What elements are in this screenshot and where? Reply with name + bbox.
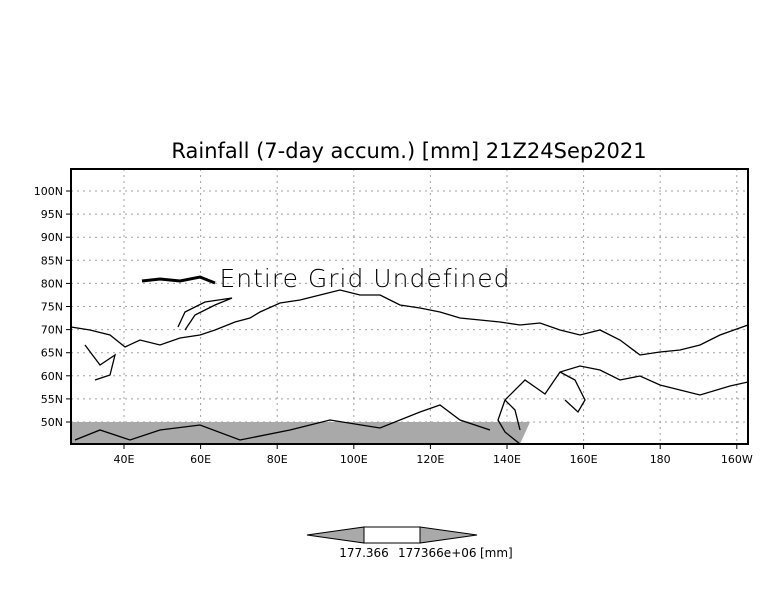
coastlines bbox=[70, 275, 749, 445]
colorbar-units: [mm] bbox=[480, 546, 513, 560]
colorbar-left-triangle bbox=[306, 526, 365, 544]
y-tick-label: 50N bbox=[41, 416, 63, 429]
x-tick-label: 160E bbox=[570, 453, 598, 466]
undefined-band bbox=[71, 422, 506, 444]
sakhalin bbox=[504, 399, 521, 431]
colorbar-box bbox=[363, 526, 421, 544]
y-tick-label: 55N bbox=[41, 393, 63, 406]
novaya-zemlya bbox=[177, 297, 233, 331]
y-tick-label: 70N bbox=[41, 324, 63, 337]
pacific-coast bbox=[497, 365, 749, 445]
y-tick-label: 95N bbox=[41, 208, 63, 221]
colorbar-label-left: 177.366 bbox=[339, 546, 389, 560]
undefined-band-edge bbox=[506, 422, 530, 444]
coast-south bbox=[74, 404, 491, 441]
x-tick-label: 120E bbox=[416, 453, 444, 466]
y-tick-label: 75N bbox=[41, 301, 63, 314]
colorbar-right-triangle bbox=[419, 526, 478, 544]
y-tick-label: 80N bbox=[41, 277, 63, 290]
x-tick-label: 80E bbox=[267, 453, 288, 466]
map-title: Rainfall (7-day accum.) [mm] 21Z24Sep202… bbox=[171, 139, 646, 163]
y-tick-label: 100N bbox=[34, 185, 63, 198]
y-tick-label: 85N bbox=[41, 254, 63, 267]
svalbard bbox=[141, 275, 216, 285]
colorbar-label-overlap: 177366e+06 bbox=[398, 546, 477, 560]
y-tick-label: 90N bbox=[41, 231, 63, 244]
y-axis: 100N 95N 90N 85N 80N 75N 70N 65N 60N 55N 50N bbox=[34, 185, 71, 429]
x-tick-label: 40E bbox=[114, 453, 135, 466]
x-tick-label: 160W bbox=[721, 453, 753, 466]
x-tick-label: 60E bbox=[190, 453, 211, 466]
x-tick-label: 100E bbox=[340, 453, 368, 466]
kamchatka bbox=[559, 371, 586, 414]
y-tick-label: 60N bbox=[41, 370, 63, 383]
undefined-message: Entire Grid Undefined bbox=[219, 264, 510, 293]
white-sea bbox=[84, 344, 117, 381]
x-tick-label: 180 bbox=[650, 453, 671, 466]
y-tick-label: 65N bbox=[41, 347, 63, 360]
x-tick-label: 140E bbox=[493, 453, 521, 466]
x-axis: 40E 60E 80E 100E 120E 140E 160E 180 160W bbox=[114, 444, 753, 466]
arctic-coast bbox=[70, 289, 749, 356]
colorbar: 177.366 177366e+06 [mm] bbox=[306, 526, 513, 560]
